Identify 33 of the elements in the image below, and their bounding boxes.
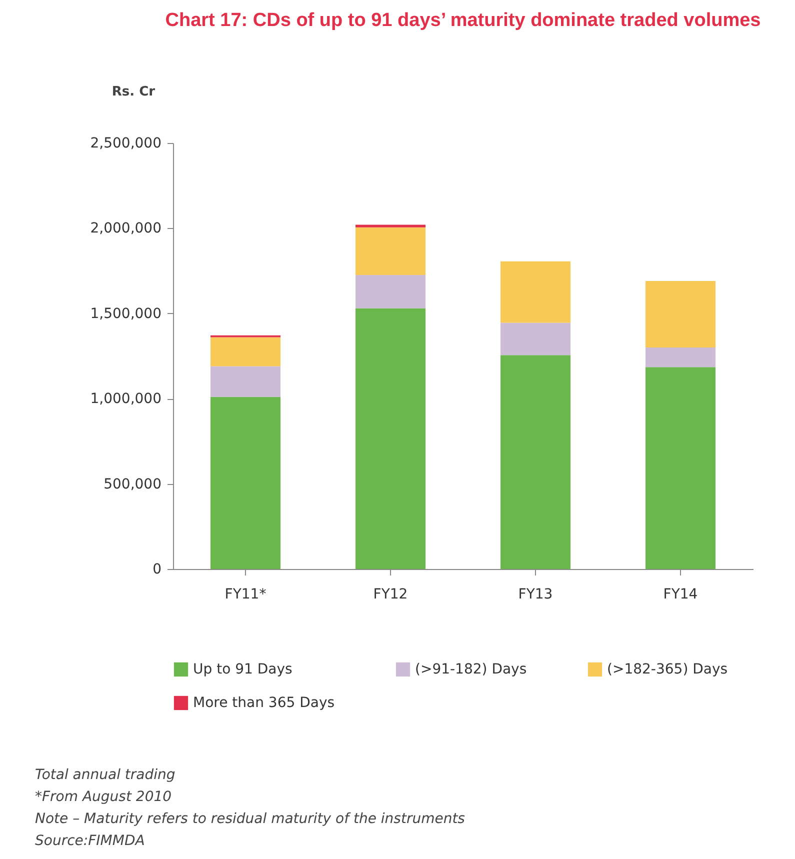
- y-tick-label: 1,000,000: [90, 391, 162, 408]
- legend-label: (>91-182) Days: [415, 661, 527, 678]
- bar: [356, 224, 426, 228]
- bar: [356, 275, 426, 308]
- x-tick-label: FY11*: [224, 586, 266, 602]
- legend-label: (>182-365) Days: [607, 661, 728, 678]
- x-tick-label: FY13: [518, 586, 553, 602]
- y-tick-label: 1,500,000: [90, 306, 162, 322]
- bar: [210, 337, 280, 366]
- y-axis-title: Rs. Cr: [112, 84, 156, 100]
- text: *From August 2010: [35, 789, 172, 805]
- y-tick-label: 0: [152, 562, 162, 578]
- chart-title: Chart 17: CDs of up to 91 days’ maturity dominate traded volumes: [165, 10, 761, 31]
- bar: [210, 366, 280, 397]
- bar: [356, 308, 426, 569]
- bar: [356, 227, 426, 276]
- text: Total annual trading: [35, 767, 176, 783]
- bar: [500, 355, 570, 569]
- y-tick-label: 2,000,000: [90, 220, 162, 237]
- text: Note – Maturity refers to residual maturity of the instruments: [35, 811, 465, 827]
- x-tick-label: FY14: [663, 586, 698, 602]
- bar: [500, 322, 570, 356]
- bar: [500, 261, 570, 323]
- bar: [210, 396, 280, 569]
- x-tick-label: FY12: [373, 586, 408, 602]
- legend-label: More than 365 Days: [193, 695, 335, 711]
- y-tick-label: 2,500,000: [90, 136, 162, 152]
- bar: [646, 367, 716, 569]
- bar: [646, 281, 716, 348]
- source-note: Source:FIMMDA: [35, 833, 145, 849]
- bar: [646, 347, 716, 368]
- y-tick-label: 500,000: [104, 476, 162, 492]
- legend-label: Up to 91 Days: [193, 661, 292, 678]
